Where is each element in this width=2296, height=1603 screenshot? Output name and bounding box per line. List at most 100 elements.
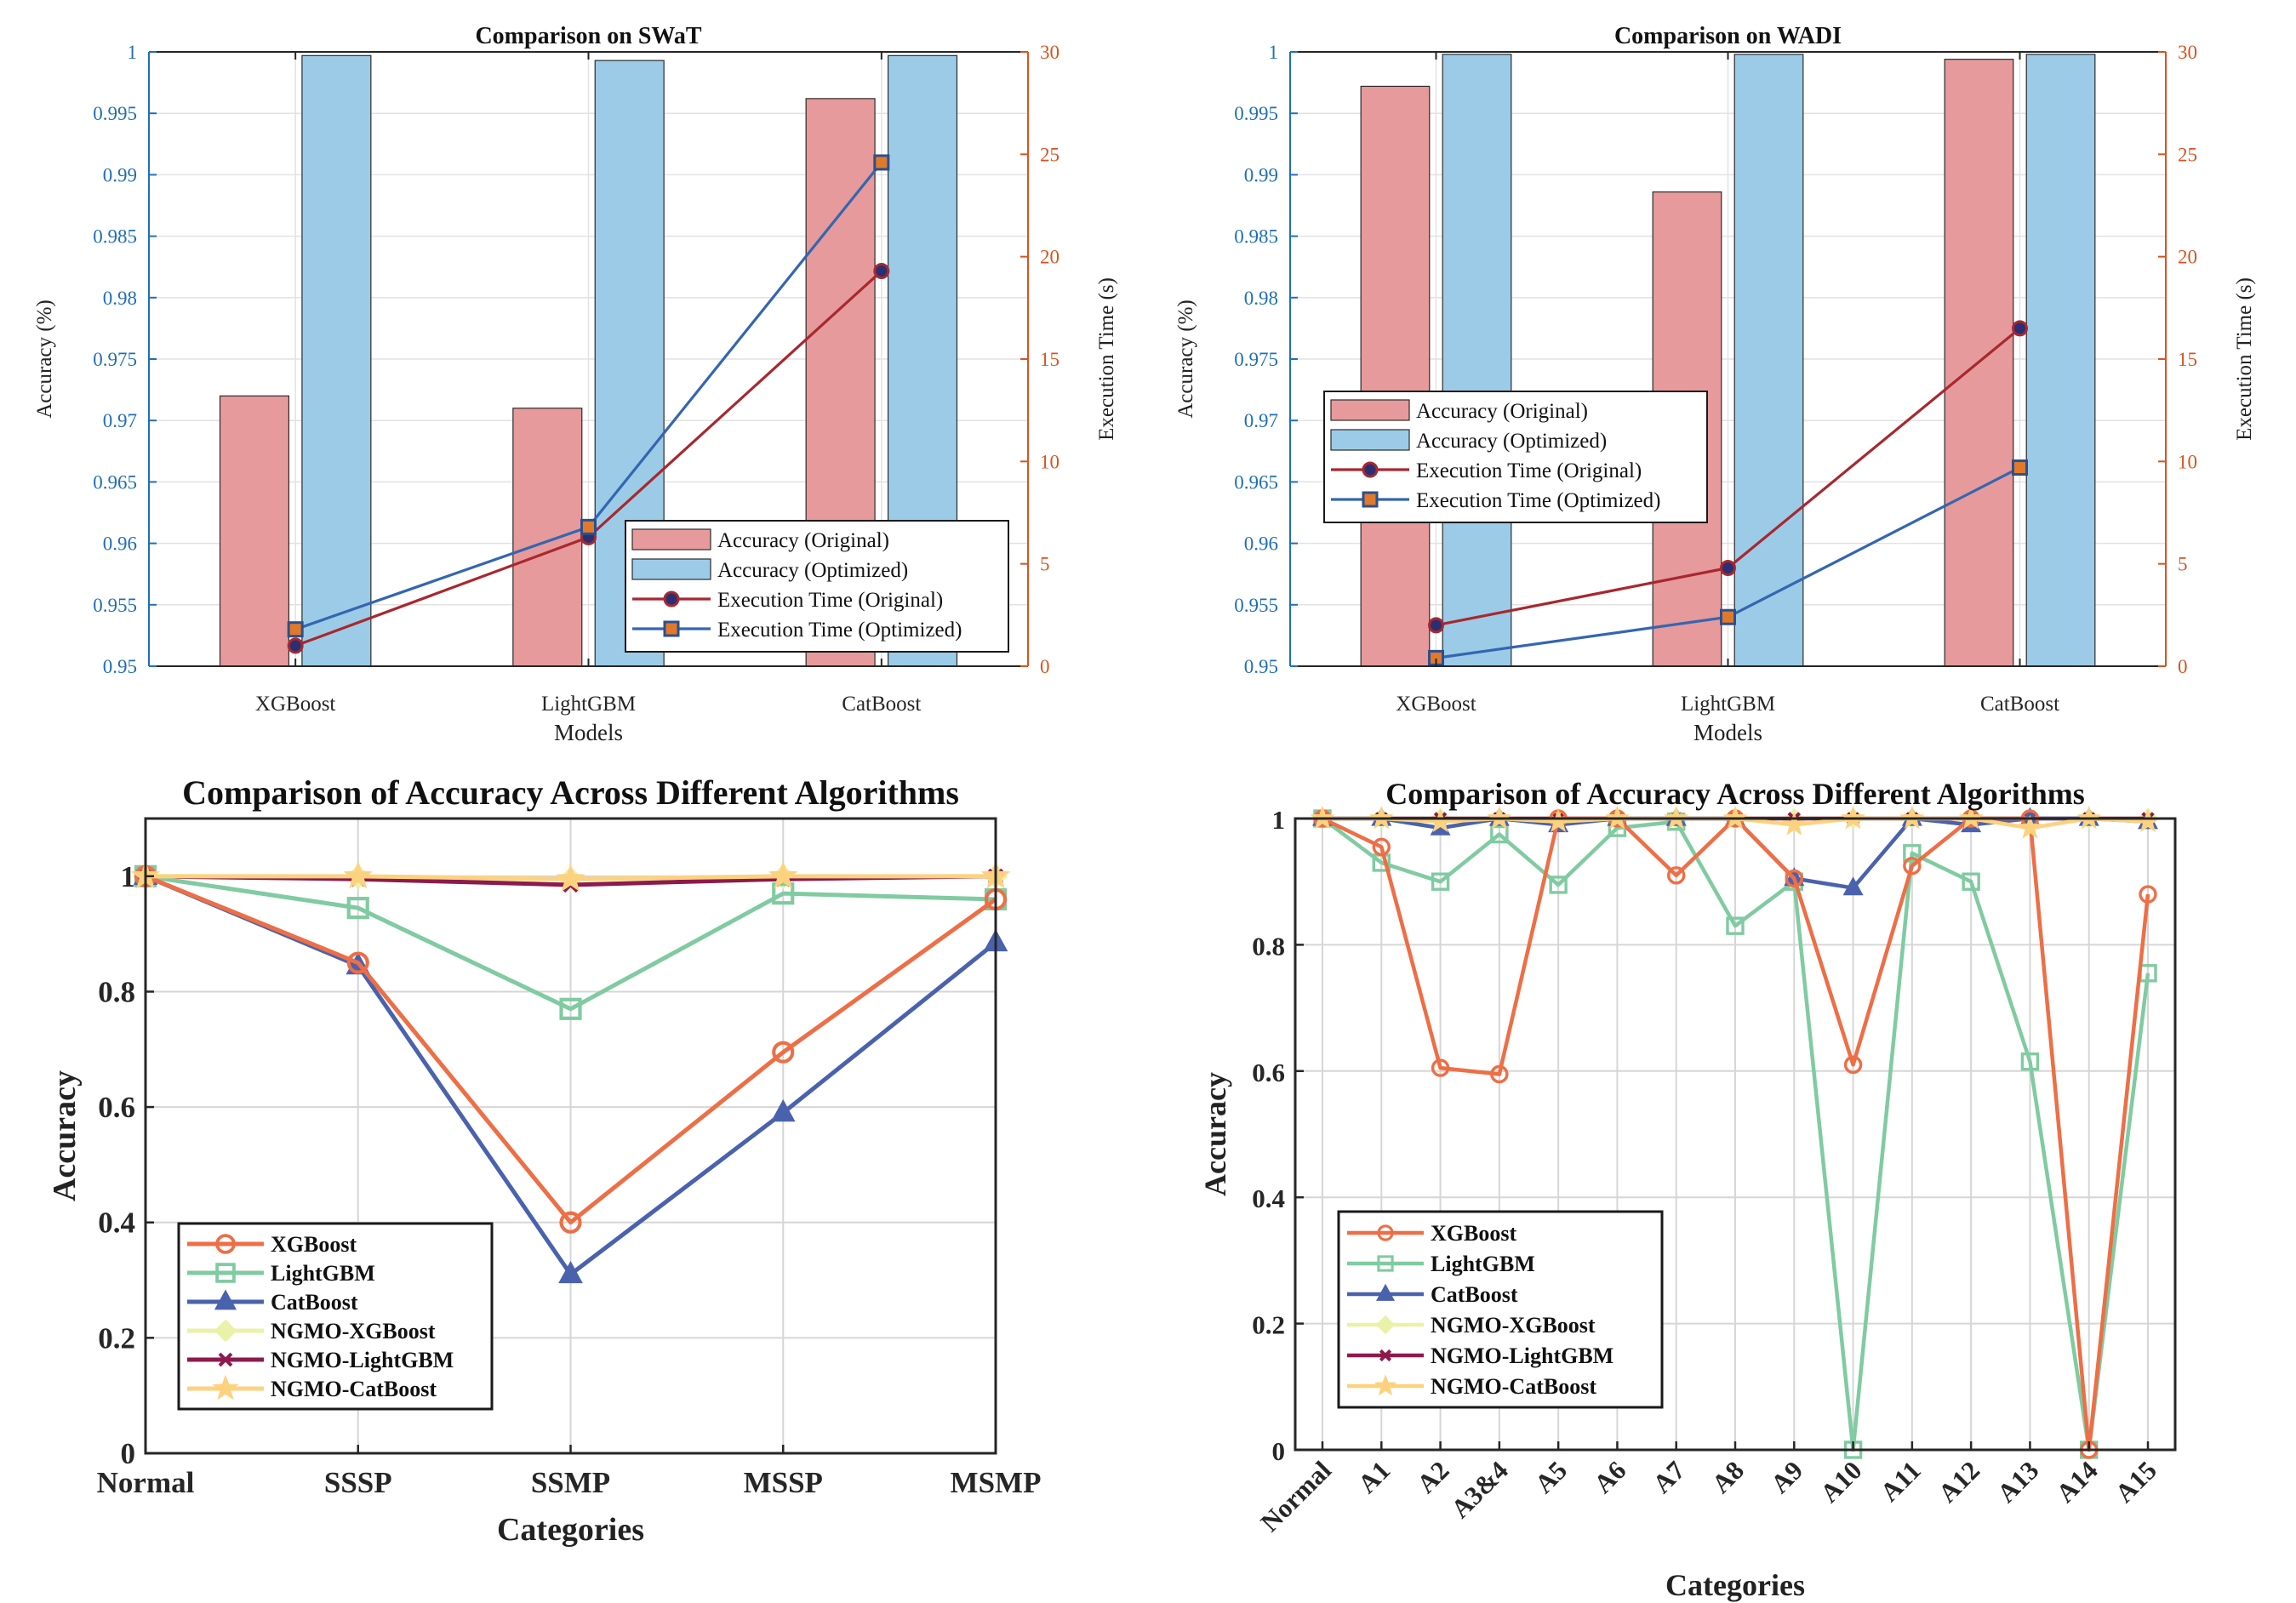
tick-label-y: 0.6 bbox=[1252, 1058, 1285, 1087]
marker-execution-time-optimized bbox=[287, 621, 304, 638]
tick-label-right: 25 bbox=[1040, 144, 1059, 165]
legend-marker bbox=[215, 1263, 236, 1283]
legend-label: NGMO-CatBoost bbox=[271, 1377, 437, 1401]
y-axis-label-right: Execution Time (s) bbox=[2233, 277, 2256, 441]
bar-accuracy-original bbox=[512, 408, 583, 667]
tick-label-left: 0.975 bbox=[93, 349, 137, 370]
tick-label-right: 20 bbox=[2178, 247, 2197, 268]
tick-label-x: A7 bbox=[1647, 1455, 1691, 1499]
marker-lightgbm bbox=[346, 897, 369, 920]
y-axis-label-right: Execution Time (s) bbox=[1095, 277, 1118, 441]
legend-label: NGMO-XGBoost bbox=[1431, 1313, 1596, 1338]
tick-label-right: 0 bbox=[2178, 656, 2188, 677]
y-axis-label: Accuracy (%) bbox=[1174, 299, 1197, 419]
marker-xgboost bbox=[1490, 1064, 1509, 1084]
tick-label-left: 1 bbox=[1269, 42, 1279, 63]
legend-swatch bbox=[1330, 429, 1410, 451]
legend-marker bbox=[214, 1289, 237, 1310]
marker-xgboost bbox=[1372, 837, 1391, 857]
tick-label-x: SSSP bbox=[324, 1466, 392, 1499]
tick-label-left: 0.985 bbox=[1234, 226, 1278, 248]
legend-marker bbox=[663, 590, 680, 608]
legend-marker bbox=[1375, 1283, 1396, 1301]
tick-label-left: 0.955 bbox=[1234, 595, 1278, 616]
legend-label: LightGBM bbox=[1431, 1252, 1535, 1276]
x-axis-label: Categories bbox=[497, 1512, 644, 1548]
tick-label-y: 0 bbox=[1272, 1436, 1286, 1466]
marker-xgboost bbox=[1785, 869, 1803, 888]
legend-marker bbox=[1377, 1224, 1394, 1241]
legend-label: XGBoost bbox=[271, 1232, 357, 1257]
marker-execution-time-optimized bbox=[580, 518, 597, 535]
marker-execution-time-original bbox=[873, 263, 890, 280]
chart-alg5: 0 0.2 0.4 0.6 0.8 1 Normal SSSP SSMP MSSP MSMP Comp… bbox=[47, 773, 1041, 1548]
chart-title: Comparison on WADI bbox=[1614, 23, 1842, 49]
marker-xgboost bbox=[1843, 1055, 1863, 1075]
marker-execution-time-original bbox=[1720, 559, 1736, 576]
tick-label-x: A3&4 bbox=[1445, 1455, 1514, 1524]
legend: XGBoost LightGBM CatBoost NGMO-XGBoost NGMO-… bbox=[1337, 1210, 1664, 1409]
tick-label-left: 0.97 bbox=[103, 410, 137, 431]
marker-lightgbm bbox=[2139, 964, 2157, 983]
legend-label: CatBoost bbox=[1431, 1282, 1518, 1307]
tick-label-x: Normal bbox=[1254, 1455, 1337, 1537]
legend-swatch bbox=[631, 558, 711, 580]
tick-label-x: LightGBM bbox=[1681, 693, 1775, 716]
marker-xgboost bbox=[1667, 866, 1686, 885]
legend-label: NGMO-LightGBM bbox=[271, 1348, 454, 1372]
tick-label-x: A11 bbox=[1875, 1455, 1927, 1507]
legend: Accuracy (Original) Accuracy (Optimized) E… bbox=[625, 520, 1009, 653]
tick-label-x: A6 bbox=[1588, 1455, 1632, 1499]
tick-label-right: 10 bbox=[2178, 451, 2197, 472]
tick-label-left: 0.99 bbox=[103, 164, 137, 185]
marker-lightgbm bbox=[1962, 872, 1980, 891]
legend-label: NGMO-CatBoost bbox=[1431, 1374, 1596, 1399]
tick-label-y: 0.6 bbox=[98, 1091, 135, 1124]
legend-marker bbox=[1379, 1349, 1392, 1362]
chart-title: Comparison of Accuracy Across Different … bbox=[1385, 777, 2085, 811]
marker-catboost bbox=[1842, 876, 1864, 896]
tick-label-right: 15 bbox=[2178, 349, 2197, 370]
marker-ngmo-catboost bbox=[768, 860, 798, 889]
marker-execution-time-optimized bbox=[2012, 459, 2028, 476]
tick-label-x: LightGBM bbox=[541, 693, 636, 716]
line-lightgbm bbox=[145, 874, 997, 1012]
legend-label: Accuracy (Optimized) bbox=[1416, 430, 1607, 453]
marker-ngmo-catboost bbox=[343, 860, 373, 889]
tick-label-right: 5 bbox=[1040, 554, 1050, 575]
tick-label-x: CatBoost bbox=[842, 693, 921, 716]
legend-swatch bbox=[631, 528, 711, 550]
tick-label-left: 0.975 bbox=[1234, 349, 1278, 370]
tick-label-y: 0.4 bbox=[1252, 1184, 1285, 1213]
legend-marker bbox=[212, 1374, 239, 1400]
tick-label-left: 0.99 bbox=[1244, 164, 1278, 185]
tick-label-right: 20 bbox=[1040, 247, 1059, 268]
line-xgboost bbox=[145, 874, 997, 1225]
legend-label: Execution Time (Optimized) bbox=[717, 619, 962, 642]
tick-label-y: 0.2 bbox=[98, 1321, 135, 1355]
marker-xgboost bbox=[2139, 885, 2157, 904]
marker-ngmo-catboost bbox=[2017, 814, 2042, 839]
tick-label-y: 1 bbox=[1272, 805, 1286, 835]
marker-catboost bbox=[558, 1260, 583, 1284]
legend-marker bbox=[218, 1352, 233, 1367]
tick-label-right: 30 bbox=[1040, 42, 1059, 63]
tick-label-left: 0.96 bbox=[1244, 533, 1278, 555]
marker-lightgbm bbox=[1431, 872, 1450, 891]
tick-label-right: 25 bbox=[2178, 144, 2197, 165]
legend: Accuracy (Original) Accuracy (Optimized) E… bbox=[1323, 391, 1708, 523]
legend-swatch bbox=[1330, 399, 1410, 421]
legend-marker bbox=[1377, 1255, 1394, 1272]
tick-label-y: 0.4 bbox=[98, 1207, 135, 1240]
tick-label-left: 0.965 bbox=[1234, 471, 1278, 493]
legend-marker bbox=[214, 1319, 237, 1343]
tick-label-x: A12 bbox=[1933, 1455, 1986, 1509]
tick-label-left: 0.98 bbox=[103, 288, 137, 309]
tick-label-y: 0.8 bbox=[98, 975, 135, 1008]
tick-label-y: 0.2 bbox=[1252, 1310, 1285, 1340]
y-axis-label: Accuracy bbox=[47, 1070, 83, 1201]
legend-label: Execution Time (Original) bbox=[1416, 459, 1642, 482]
legend-label: Accuracy (Original) bbox=[717, 529, 889, 552]
marker-execution-time-original bbox=[2012, 320, 2028, 337]
